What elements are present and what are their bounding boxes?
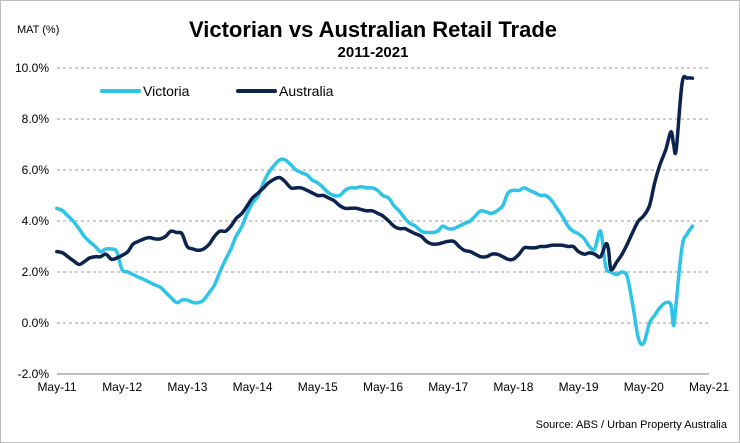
x-tick-label: May-14 xyxy=(233,380,273,394)
y-tick-label: 10.0% xyxy=(15,61,49,75)
y-tick-label: 6.0% xyxy=(22,163,50,177)
y-tick-label: 8.0% xyxy=(22,112,50,126)
series-line-australia xyxy=(55,74,695,272)
x-tick-label: May-15 xyxy=(298,380,338,394)
grid-lines xyxy=(57,67,709,324)
legend: Victoria Australia xyxy=(100,83,334,99)
x-tick-label: May-21 xyxy=(689,380,729,394)
chart-subtitle: 2011-2021 xyxy=(338,44,409,61)
x-tick-label: May-19 xyxy=(559,380,599,394)
legend-label-victoria: Victoria xyxy=(143,83,190,99)
series-line-victoria xyxy=(55,157,695,347)
x-tick-label: May-11 xyxy=(37,380,76,394)
y-tick-label: 4.0% xyxy=(22,214,50,228)
x-tick-label: May-18 xyxy=(493,380,533,394)
x-tick-label: May-17 xyxy=(428,380,468,394)
x-tick-labels: May-11 May-12 May-13 May-14 May-15 May-16 May-… xyxy=(37,380,729,394)
x-tick-label: May-13 xyxy=(167,380,207,394)
chart-title: Victorian vs Australian Retail Trade xyxy=(189,17,557,42)
x-tick-label: May-20 xyxy=(624,380,664,394)
y-axis-label: MAT (%) xyxy=(17,24,59,36)
x-tick-label: May-16 xyxy=(363,380,403,394)
legend-label-australia: Australia xyxy=(279,83,334,99)
y-tick-label: 2.0% xyxy=(22,265,50,279)
y-tick-label: 0.0% xyxy=(22,316,50,330)
series-lines xyxy=(55,74,695,347)
y-tick-label: -2.0% xyxy=(18,367,50,381)
y-tick-labels: -2.0% 0.0% 2.0% 4.0% 6.0% 8.0% 10.0% xyxy=(15,61,49,381)
x-tick-label: May-12 xyxy=(102,380,142,394)
source-note: Source: ABS / Urban Property Australia xyxy=(536,419,728,431)
